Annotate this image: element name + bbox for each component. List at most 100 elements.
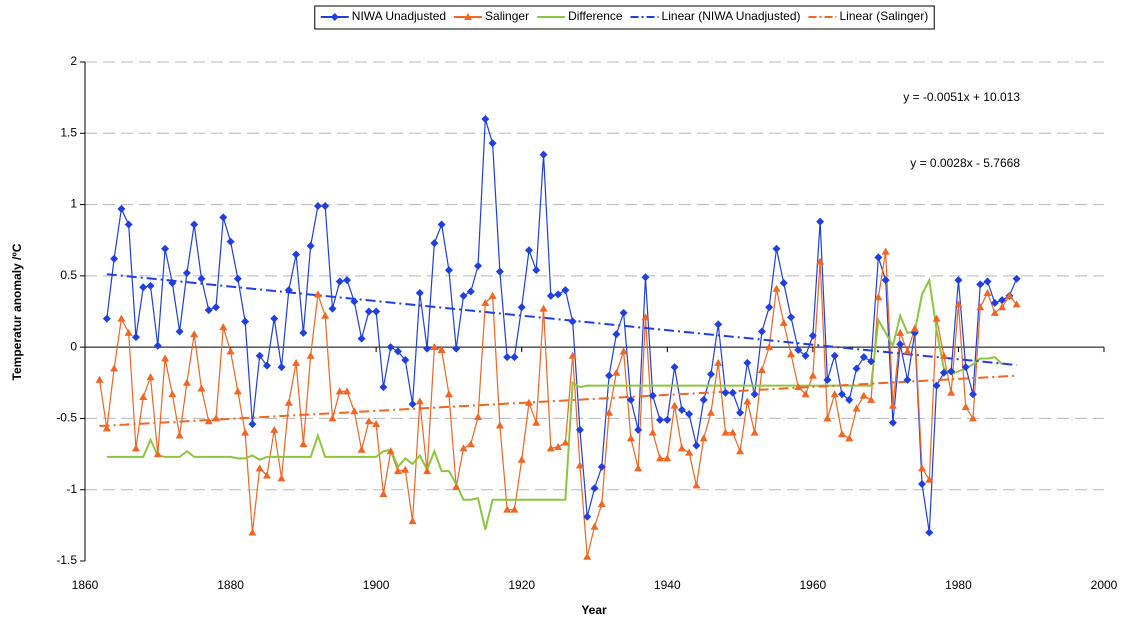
point	[532, 418, 541, 426]
point	[663, 454, 672, 462]
point	[801, 351, 810, 360]
point	[1005, 291, 1014, 299]
legend-label: Salinger	[485, 9, 529, 23]
point	[146, 373, 155, 381]
trendline-equation: y = 0.0028x - 5.7668	[910, 156, 1020, 170]
point	[677, 444, 686, 452]
point	[765, 303, 774, 312]
point	[386, 447, 395, 455]
point	[517, 455, 526, 463]
point	[954, 276, 963, 285]
point	[903, 347, 912, 355]
point	[736, 408, 745, 417]
point	[459, 444, 468, 452]
point	[175, 431, 184, 439]
point	[743, 397, 752, 405]
point	[896, 328, 905, 336]
point	[699, 395, 708, 404]
point	[626, 434, 635, 442]
point	[255, 351, 264, 360]
point	[961, 403, 970, 411]
point	[270, 314, 279, 323]
point	[546, 291, 555, 300]
point	[983, 288, 992, 296]
point	[597, 499, 606, 507]
point	[634, 425, 643, 434]
point	[153, 341, 162, 350]
point	[554, 290, 563, 299]
legend-marker	[464, 13, 473, 20]
y-tick-label: -1	[66, 482, 77, 496]
point	[612, 368, 621, 376]
point	[619, 347, 628, 355]
point	[532, 266, 541, 275]
point	[299, 328, 308, 337]
point	[168, 390, 177, 398]
point	[641, 273, 650, 282]
point	[845, 395, 854, 404]
point	[859, 391, 868, 399]
point	[503, 353, 512, 362]
point	[954, 300, 963, 308]
point	[364, 307, 373, 316]
point	[262, 471, 271, 479]
point	[1012, 274, 1021, 283]
point	[983, 277, 992, 286]
point	[393, 467, 402, 475]
point	[772, 244, 781, 253]
point	[932, 381, 941, 390]
point	[212, 414, 221, 422]
point	[990, 298, 999, 307]
point	[255, 464, 264, 472]
point	[182, 269, 191, 278]
point	[801, 390, 810, 398]
point	[343, 276, 352, 285]
x-tick-label: 1880	[217, 578, 244, 592]
point	[830, 351, 839, 360]
point	[830, 390, 839, 398]
point	[605, 408, 614, 416]
point	[816, 257, 825, 265]
trendline	[99, 374, 1017, 428]
point	[219, 323, 228, 331]
point	[808, 371, 817, 379]
point	[757, 365, 766, 373]
point	[335, 387, 344, 395]
point	[372, 420, 381, 428]
point	[787, 350, 796, 358]
point	[131, 444, 140, 452]
point	[947, 388, 956, 396]
point	[845, 434, 854, 442]
point	[656, 454, 665, 462]
point	[408, 517, 417, 525]
point	[321, 201, 330, 210]
point	[721, 428, 730, 436]
point	[634, 464, 643, 472]
point	[408, 400, 417, 409]
point	[670, 401, 679, 409]
point	[605, 371, 614, 380]
point	[874, 253, 883, 262]
point	[677, 405, 686, 414]
point	[539, 304, 548, 312]
point	[590, 484, 599, 493]
point	[837, 430, 846, 438]
point	[481, 115, 490, 124]
point	[772, 284, 781, 292]
point	[313, 201, 322, 210]
point	[706, 408, 715, 416]
point	[372, 307, 381, 316]
y-tick-label: 0	[70, 339, 77, 353]
point	[823, 375, 832, 384]
x-tick-label: 1920	[508, 578, 535, 592]
trendline-equation: y = -0.0051x + 10.013	[903, 90, 1020, 104]
point	[350, 407, 359, 415]
point	[233, 274, 242, 283]
point	[444, 390, 453, 398]
point	[357, 445, 366, 453]
point	[612, 330, 621, 339]
point	[452, 482, 461, 490]
point	[335, 277, 344, 286]
point	[852, 364, 861, 373]
point	[277, 474, 286, 482]
